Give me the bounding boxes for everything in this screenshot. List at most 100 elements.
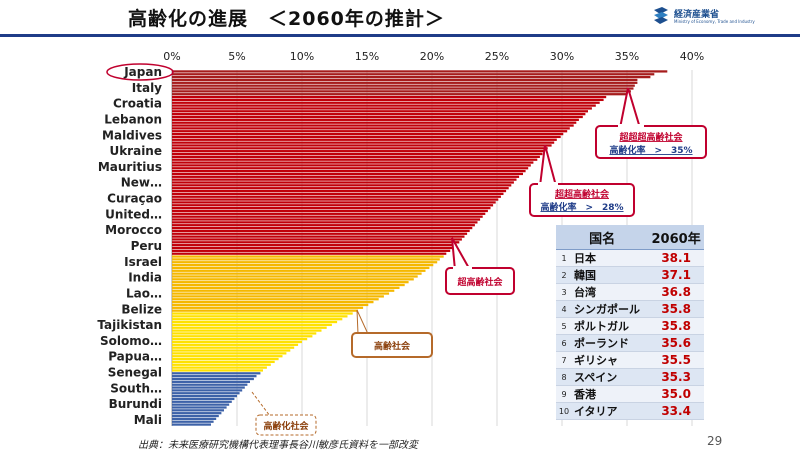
ranking-header-year: 2060年 xyxy=(648,225,704,250)
bar xyxy=(172,249,451,252)
bar xyxy=(172,300,374,304)
bar xyxy=(172,357,279,361)
bar xyxy=(172,209,488,213)
ranking-rank: 6 xyxy=(556,334,572,352)
bar xyxy=(172,147,548,150)
bar xyxy=(172,372,261,375)
bar xyxy=(172,107,592,110)
bar xyxy=(172,420,214,423)
bar xyxy=(172,394,237,398)
bar xyxy=(172,172,523,176)
y-tick-label: Croatia xyxy=(113,97,162,111)
bar xyxy=(172,164,531,167)
bar xyxy=(172,246,453,250)
bar xyxy=(172,124,574,127)
ranking-value: 35.8 xyxy=(648,317,704,335)
bar xyxy=(172,355,283,358)
bar xyxy=(172,292,390,295)
ranking-row: 3 台湾 36.8 xyxy=(556,283,704,301)
bar xyxy=(172,187,509,190)
bar xyxy=(172,323,332,327)
bar xyxy=(172,329,322,332)
ranking-value: 35.5 xyxy=(648,351,704,369)
ranking-rank: 4 xyxy=(556,300,572,318)
y-tick-label: Ukraine xyxy=(109,144,162,158)
bar xyxy=(172,275,418,278)
bar xyxy=(172,255,444,258)
bar xyxy=(172,252,447,255)
y-tick-label: Maldives xyxy=(102,128,162,142)
bar xyxy=(172,417,217,421)
bar xyxy=(172,286,400,289)
bar xyxy=(172,318,343,321)
bar xyxy=(172,278,414,281)
callout-aging-society-label: 高齢化社会 xyxy=(263,420,309,432)
bar xyxy=(172,207,491,210)
ranking-row: 2 韓国 37.1 xyxy=(556,266,704,284)
bar xyxy=(172,141,555,144)
ranking-country: スペイン xyxy=(572,368,649,386)
bar xyxy=(172,281,409,284)
bar xyxy=(172,198,499,201)
bar xyxy=(172,138,557,141)
bar xyxy=(172,409,224,412)
x-axis-ticks: 0% 5% 10% 15% 20% 25% 30% 35% 40% xyxy=(163,50,704,63)
bar xyxy=(172,241,460,244)
bar xyxy=(172,224,475,227)
bar xyxy=(172,320,338,324)
bar xyxy=(172,232,468,235)
y-tick-label: Israel xyxy=(124,255,162,269)
y-tick-label: Lebanon xyxy=(104,112,162,126)
y-tick-label: New… xyxy=(121,176,162,190)
bar xyxy=(172,104,596,107)
title-underline xyxy=(0,34,800,37)
ranking-country: 香港 xyxy=(572,385,649,403)
bar xyxy=(172,423,211,426)
ranking-row: 9 香港 35.0 xyxy=(556,385,704,403)
ranking-value: 35.0 xyxy=(648,385,704,403)
bar xyxy=(172,392,240,395)
callout-super-super-label: 超超高齢社会 xyxy=(554,188,610,200)
bar xyxy=(172,215,483,218)
bar xyxy=(172,175,520,178)
bar xyxy=(172,383,248,386)
ranking-rank: 3 xyxy=(556,283,572,301)
ranking-country: ポルトガル xyxy=(572,317,649,335)
bar xyxy=(172,397,235,401)
ranking-country: 台湾 xyxy=(572,283,649,301)
logo-text: 経済産業省 xyxy=(674,10,720,20)
bar xyxy=(172,235,465,238)
bar xyxy=(172,289,395,292)
callout-pointer-mask xyxy=(538,182,558,187)
bar xyxy=(172,229,470,233)
logo-subtext: Ministry of Economy, Trade and Industry xyxy=(674,19,755,24)
bar xyxy=(172,144,552,147)
bar xyxy=(172,90,631,93)
y-tick-label: Mauritius xyxy=(98,160,162,174)
bar xyxy=(172,363,271,366)
bar xyxy=(172,110,588,113)
bar xyxy=(172,75,651,79)
callout-super-super-sub: 高齢化率 > 28% xyxy=(540,201,623,213)
bar xyxy=(172,366,267,369)
y-tick-label: Senegal xyxy=(108,366,162,380)
y-tick-label: Italy xyxy=(132,81,162,95)
bar xyxy=(172,414,219,418)
bar xyxy=(172,375,257,378)
slide-title: 高齢化の進展 ＜2060年の推計＞ xyxy=(128,8,445,30)
ranking-row: 8 スペイン 35.3 xyxy=(556,368,704,386)
y-tick-label: Tajikistan xyxy=(97,318,162,332)
bar xyxy=(172,269,426,272)
bar xyxy=(172,73,655,76)
bar xyxy=(172,78,638,82)
ranking-value: 35.8 xyxy=(648,300,704,318)
ranking-country: 韓国 xyxy=(572,266,649,284)
y-tick-label: Belize xyxy=(121,302,162,316)
bar xyxy=(172,158,538,161)
bar xyxy=(172,261,438,264)
ranking-value: 38.1 xyxy=(648,249,704,267)
bar xyxy=(172,360,275,364)
bar xyxy=(172,306,364,309)
